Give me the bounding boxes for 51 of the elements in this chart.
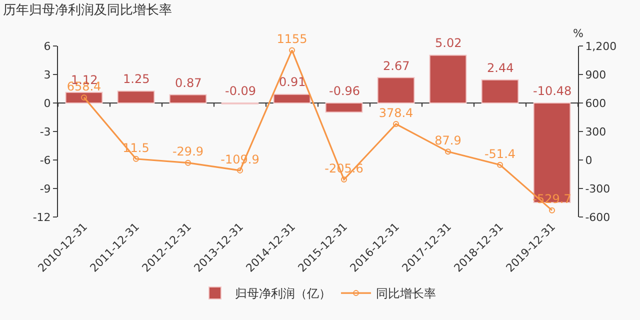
bar — [377, 77, 415, 104]
point — [549, 207, 555, 214]
y-tick-label: -3 — [40, 125, 51, 138]
y2-axis-title: % — [573, 27, 584, 40]
data-label: 5.02 — [435, 36, 462, 50]
data-label: -10.48 — [533, 84, 572, 98]
y2-tick-label: 0 — [585, 154, 592, 167]
y2-tick-label: 900 — [585, 68, 606, 82]
bar — [65, 92, 103, 104]
point — [289, 47, 295, 54]
data-label: 2.44 — [487, 61, 514, 75]
point — [81, 94, 87, 100]
bar — [481, 79, 519, 104]
bar — [325, 102, 363, 113]
data-label: 378.4 — [378, 106, 414, 120]
y2-tick-label: 300 — [585, 125, 606, 138]
data-label: -0.96 — [329, 84, 360, 98]
point — [341, 176, 347, 183]
legend-label: 归母净利润（亿） — [235, 286, 331, 301]
y2-tick-label: 1,200 — [585, 40, 617, 53]
y2-tick-label: -600 — [585, 210, 610, 224]
y-tick-label: 3 — [44, 68, 51, 82]
bar — [533, 102, 571, 204]
data-label: -0.09 — [225, 84, 256, 98]
y-tick-label: -12 — [32, 210, 51, 224]
data-label: 2.67 — [383, 59, 410, 73]
point — [393, 121, 399, 128]
point — [133, 156, 139, 162]
bar — [273, 94, 311, 104]
bar — [429, 54, 467, 104]
bar — [117, 90, 155, 104]
bar — [169, 94, 207, 104]
y-tick-label: -6 — [40, 154, 51, 167]
data-label: 87.9 — [434, 134, 462, 148]
point — [445, 148, 451, 155]
point — [185, 160, 191, 166]
y-tick-label: -9 — [40, 182, 51, 196]
y2-tick-label: 600 — [585, 96, 606, 110]
y-tick-label: 6 — [44, 40, 51, 53]
chart-title: 历年归母净利润及同比增长率 — [3, 2, 172, 18]
data-label: 1.25 — [123, 72, 150, 86]
data-label: -29.9 — [172, 144, 204, 159]
data-label: 0.87 — [175, 76, 202, 90]
y2-tick-label: -300 — [585, 182, 610, 196]
point — [237, 167, 243, 174]
legend-label: 同比增长率 — [376, 286, 436, 301]
data-label: -51.4 — [484, 146, 516, 161]
data-label: 0.91 — [279, 75, 306, 89]
y-tick-label: 0 — [44, 96, 51, 110]
data-label: 1155 — [276, 32, 308, 46]
point — [497, 162, 503, 168]
